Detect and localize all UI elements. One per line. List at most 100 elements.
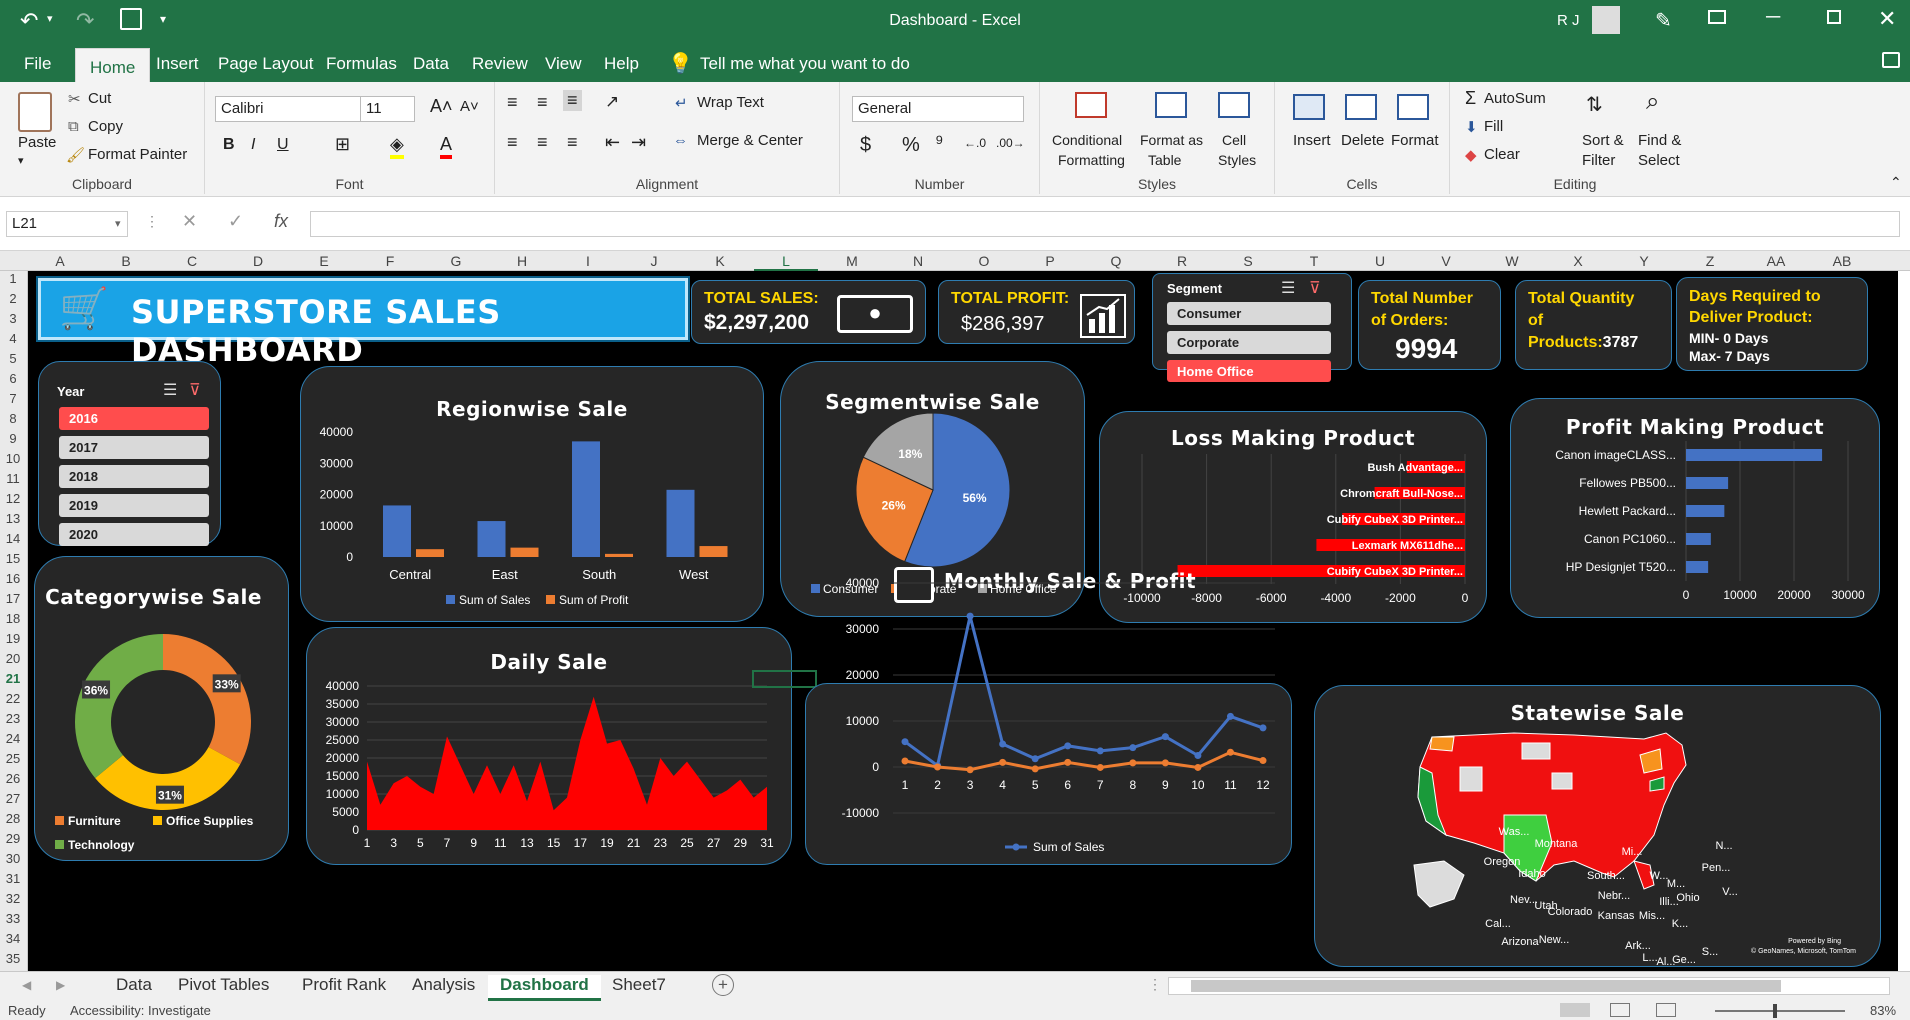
merge-center-button[interactable]: Merge & Center: [697, 132, 803, 149]
row-header[interactable]: 12: [5, 491, 21, 506]
row-header[interactable]: 21: [5, 671, 21, 686]
cut-button[interactable]: Cut: [88, 90, 112, 107]
format-cells-button[interactable]: Format: [1391, 132, 1439, 149]
cell-styles-button[interactable]: Cell: [1222, 132, 1247, 148]
tab-home[interactable]: Home: [75, 48, 151, 82]
align-top-icon[interactable]: ≡: [507, 92, 518, 112]
row-header[interactable]: 18: [5, 611, 21, 626]
sheet-tab-profit-rank[interactable]: Profit Rank: [302, 975, 387, 994]
delete-cells-icon[interactable]: [1345, 94, 1377, 120]
year-2019[interactable]: 2019: [59, 494, 209, 517]
loss-making-chart[interactable]: Loss Making Product -10000 -8000 -6000 -400…: [1099, 411, 1487, 623]
tab-help[interactable]: Help: [604, 54, 639, 73]
undo-dropdown-icon[interactable]: ▾: [47, 13, 53, 25]
column-header[interactable]: P: [1045, 253, 1055, 269]
delete-cells-button[interactable]: Delete: [1341, 132, 1385, 149]
paste-icon[interactable]: [18, 92, 52, 132]
row-header[interactable]: 2: [9, 291, 17, 306]
column-header[interactable]: O: [978, 253, 990, 269]
avatar[interactable]: [1592, 6, 1620, 34]
cell-styles-icon[interactable]: [1218, 92, 1250, 118]
clear-filter-icon[interactable]: ⊽: [1309, 280, 1321, 297]
daily-sale-chart[interactable]: Daily Sale 0 5000 10000 15000 20000 25000 3000…: [306, 627, 792, 865]
row-header[interactable]: 5: [9, 351, 17, 366]
tab-page-layout[interactable]: Page Layout: [218, 54, 314, 73]
column-header[interactable]: U: [1374, 253, 1386, 269]
zoom-slider-thumb[interactable]: [1773, 1004, 1777, 1018]
close-icon[interactable]: ✕: [1878, 6, 1897, 31]
row-header[interactable]: 34: [5, 931, 21, 946]
cut-icon[interactable]: ✂: [68, 91, 81, 108]
sort-filter-button[interactable]: Sort &: [1582, 132, 1624, 149]
year-clear-filter-icon[interactable]: ⊽: [189, 382, 201, 399]
italic-icon[interactable]: I: [251, 136, 256, 153]
row-header[interactable]: 13: [5, 511, 21, 526]
tab-review[interactable]: Review: [472, 54, 528, 73]
bold-icon[interactable]: B: [223, 136, 235, 153]
format-as-table-button[interactable]: Format as: [1140, 132, 1204, 148]
redo-icon[interactable]: ↷: [76, 8, 95, 33]
scroll-right-icon[interactable]: ▶: [56, 978, 66, 992]
zoom-level[interactable]: 83%: [1870, 1003, 1897, 1018]
number-format-box[interactable]: General: [852, 96, 1024, 122]
column-header[interactable]: L: [754, 253, 818, 271]
autosum-icon[interactable]: Σ: [1465, 88, 1477, 108]
save-icon[interactable]: [120, 8, 142, 30]
segment-home-office[interactable]: Home Office: [1167, 360, 1331, 382]
font-name-box[interactable]: Calibri: [215, 96, 365, 122]
column-header[interactable]: AB: [1832, 253, 1852, 269]
increase-decimal-icon[interactable]: ←.0: [964, 136, 987, 150]
conditional-formatting-button[interactable]: Conditional: [1052, 132, 1123, 148]
row-header[interactable]: 9: [9, 431, 17, 446]
monthly-sale-profit-chart[interactable]: [805, 683, 1292, 865]
profit-making-chart[interactable]: Profit Making Product 0 10000 20000 30000 Ca…: [1510, 398, 1880, 618]
row-header[interactable]: 25: [5, 751, 21, 766]
selected-cell[interactable]: [752, 670, 817, 688]
find-select-label2[interactable]: Select: [1638, 152, 1680, 169]
sort-filter-icon[interactable]: ⇅: [1586, 94, 1603, 116]
year-2017[interactable]: 2017: [59, 436, 209, 459]
collapse-ribbon-icon[interactable]: ⌃: [1890, 174, 1902, 190]
copy-button[interactable]: Copy: [88, 118, 124, 135]
column-header[interactable]: T: [1309, 253, 1319, 269]
sheet-tab-dashboard[interactable]: Dashboard: [488, 975, 601, 1001]
sheet-tab-data[interactable]: Data: [116, 975, 152, 994]
row-header[interactable]: 7: [9, 391, 17, 406]
row-header[interactable]: 17: [5, 591, 21, 606]
comma-icon[interactable]: ⁹: [935, 132, 944, 154]
insert-cells-icon[interactable]: [1293, 94, 1325, 120]
paste-button[interactable]: Paste: [18, 134, 57, 151]
row-header[interactable]: 10: [5, 451, 21, 466]
normal-view-icon[interactable]: [1560, 1003, 1590, 1017]
tab-view[interactable]: View: [545, 54, 582, 73]
format-painter-icon[interactable]: 🖌: [66, 147, 86, 164]
cancel-icon[interactable]: ✕: [182, 211, 198, 231]
multi-select-icon[interactable]: ☰: [1281, 280, 1296, 297]
column-header[interactable]: Q: [1110, 253, 1122, 269]
row-header[interactable]: 33: [5, 911, 21, 926]
column-header[interactable]: Y: [1639, 253, 1649, 269]
column-header[interactable]: AA: [1766, 253, 1786, 269]
font-color-icon[interactable]: A: [440, 134, 453, 159]
segment-consumer[interactable]: Consumer: [1167, 302, 1331, 325]
column-header[interactable]: N: [912, 253, 924, 269]
horizontal-scrollbar[interactable]: [1168, 977, 1890, 995]
row-header[interactable]: 19: [5, 631, 21, 646]
row-header[interactable]: 3: [9, 311, 17, 326]
year-2018[interactable]: 2018: [59, 465, 209, 488]
row-header[interactable]: 1: [9, 271, 17, 286]
column-header[interactable]: K: [715, 253, 725, 269]
horizontal-scroll-thumb[interactable]: [1191, 980, 1781, 992]
row-header[interactable]: 26: [5, 771, 21, 786]
cell-styles-label2[interactable]: Styles: [1218, 152, 1257, 168]
add-sheet-icon[interactable]: +: [712, 974, 734, 996]
autosum-button[interactable]: AutoSum: [1484, 90, 1546, 107]
format-as-table-icon[interactable]: [1155, 92, 1187, 118]
sheet-tab-analysis[interactable]: Analysis: [412, 975, 476, 994]
name-box[interactable]: L21: [6, 211, 128, 237]
column-header[interactable]: D: [252, 253, 264, 269]
format-cells-icon[interactable]: [1397, 94, 1429, 120]
tab-insert[interactable]: Insert: [156, 54, 199, 73]
sheet-tab-pivot-tables[interactable]: Pivot Tables: [178, 975, 270, 994]
column-header[interactable]: V: [1441, 253, 1451, 269]
